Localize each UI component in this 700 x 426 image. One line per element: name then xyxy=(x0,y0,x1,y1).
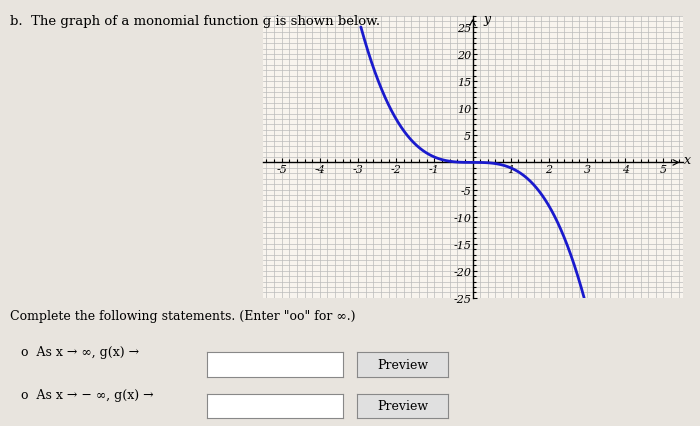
Text: o  As x → − ∞, g(x) →: o As x → − ∞, g(x) → xyxy=(21,388,153,400)
Text: Preview: Preview xyxy=(377,400,428,412)
Text: Complete the following statements. (Enter "oo" for ∞.): Complete the following statements. (Ente… xyxy=(10,309,356,322)
Text: o  As x → ∞, g(x) →: o As x → ∞, g(x) → xyxy=(21,345,139,358)
Text: b.  The graph of a monomial function g is shown below.: b. The graph of a monomial function g is… xyxy=(10,15,381,28)
Text: y: y xyxy=(484,13,491,26)
Text: Preview: Preview xyxy=(377,358,428,371)
Text: x: x xyxy=(685,154,692,167)
